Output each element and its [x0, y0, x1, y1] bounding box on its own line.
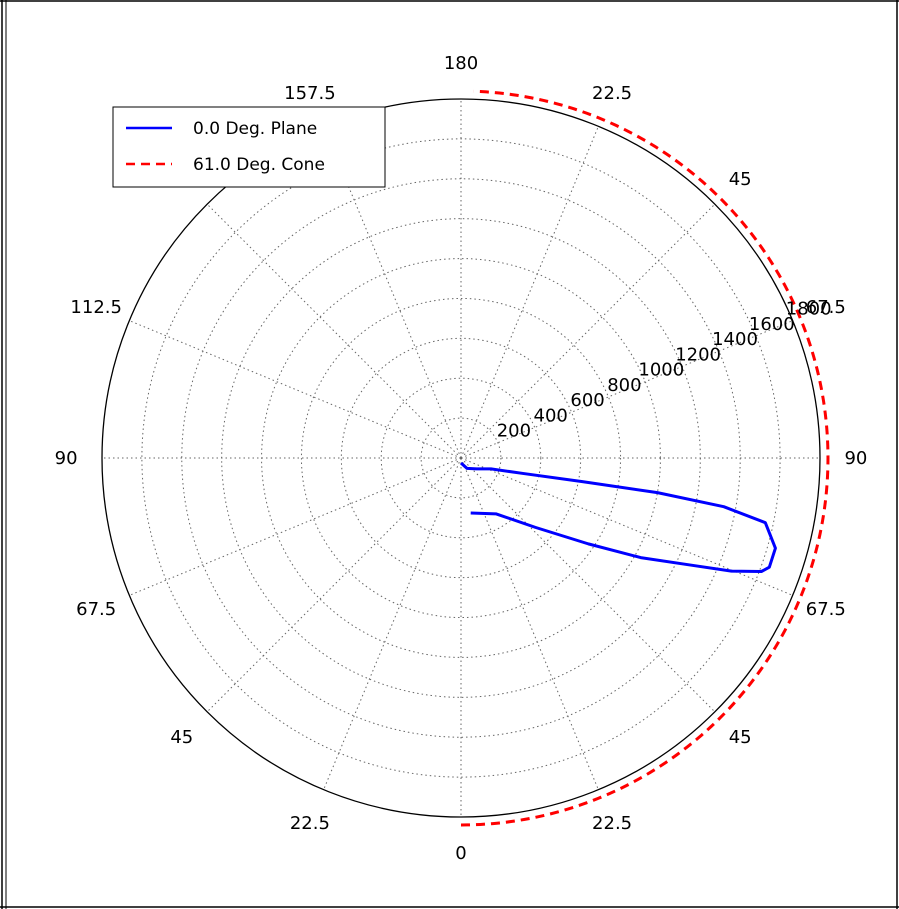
- angle-tick-label: 45: [729, 169, 752, 190]
- legend-label-cone: 61.0 Deg. Cone: [193, 155, 325, 175]
- radial-tick-label: 400: [534, 406, 568, 427]
- grid-ring: [221, 218, 701, 698]
- angle-tick-label: 67.5: [806, 297, 846, 318]
- grid-spoke: [129, 457, 462, 596]
- series-line-plane: [459, 461, 777, 573]
- polar-grid: [101, 98, 821, 818]
- series-layer: [459, 89, 830, 827]
- grid-spoke: [129, 320, 462, 459]
- radial-tick-label: 1400: [712, 329, 758, 350]
- radial-tick-label: 200: [497, 421, 531, 442]
- radial-tick-label: 800: [607, 375, 641, 396]
- grid-spoke: [323, 457, 462, 790]
- angle-tick-label: 112.5: [70, 297, 122, 318]
- angle-tick-label: 67.5: [806, 599, 846, 620]
- angle-tick-label: 67.5: [76, 599, 116, 620]
- angle-tick-label: 22.5: [290, 813, 330, 834]
- grid-spoke: [460, 203, 716, 459]
- grid-spoke: [460, 457, 599, 790]
- radial-tick-label: 600: [570, 390, 604, 411]
- grid-spoke: [460, 126, 599, 459]
- grid-spoke: [206, 203, 462, 459]
- grid-ring: [300, 297, 622, 619]
- angle-tick-label: 45: [170, 727, 193, 748]
- outer-ring: [101, 98, 821, 818]
- grid-spoke: [323, 126, 462, 459]
- grid-ring: [420, 417, 502, 499]
- grid-ring: [181, 178, 741, 738]
- angle-tick-label: 0: [455, 843, 466, 864]
- grid-spoke: [206, 457, 462, 713]
- grid-ring: [141, 138, 781, 778]
- angle-tick-label: 45: [729, 727, 752, 748]
- legend: 0.0 Deg. Plane 61.0 Deg. Cone: [112, 106, 386, 188]
- tick-labels: 022.54567.59067.54522.5180157.5135112.59…: [55, 53, 868, 864]
- angle-tick-label: 22.5: [592, 83, 632, 104]
- grid-spoke: [460, 457, 793, 596]
- grid-spoke: [460, 320, 793, 459]
- radial-tick-label: 1200: [675, 344, 721, 365]
- radial-tick-label: 1000: [638, 360, 684, 381]
- series-line-cone: [460, 89, 830, 827]
- angle-tick-label: 180: [444, 53, 478, 74]
- grid-spoke: [460, 457, 716, 713]
- angle-tick-label: 22.5: [592, 813, 632, 834]
- angle-tick-label: 157.5: [284, 83, 336, 104]
- legend-label-plane: 0.0 Deg. Plane: [193, 119, 317, 139]
- angle-tick-label: 90: [55, 448, 78, 469]
- radial-tick-label: 1800: [786, 299, 832, 320]
- grid-ring: [340, 337, 582, 579]
- grid-ring: [261, 258, 661, 658]
- legend-box: [112, 106, 386, 188]
- radial-tick-label: 1600: [749, 314, 795, 335]
- angle-tick-label: 90: [844, 448, 867, 469]
- grid-ring: [380, 377, 542, 539]
